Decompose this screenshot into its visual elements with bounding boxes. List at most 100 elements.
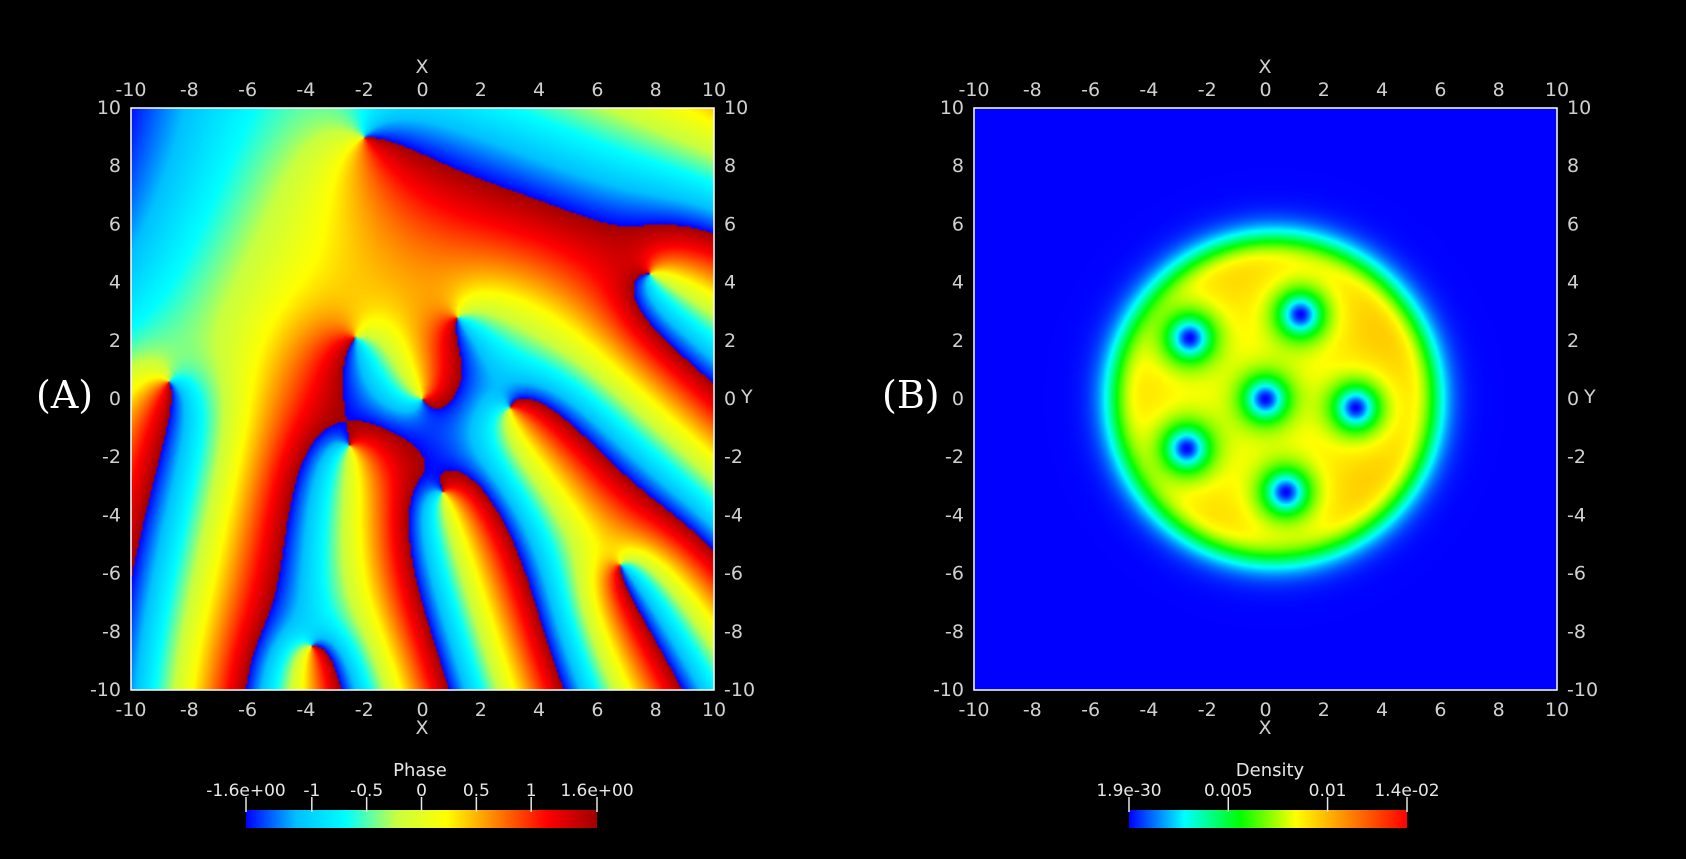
phase-x-tick-bottom: -8 — [180, 699, 199, 721]
phase-y-tick-right: -2 — [724, 446, 743, 468]
panel-b: (B) -10-10-8-8-6-6-4-4-2-200224466881010… — [882, 56, 1598, 828]
density-x-tick-top: -10 — [958, 79, 989, 101]
density-x-tick-top: -4 — [1139, 79, 1158, 101]
density-x-tick-bottom: -8 — [1023, 699, 1042, 721]
density-x-tick-top: -2 — [1198, 79, 1217, 101]
density-y-tick-left: 4 — [952, 272, 964, 294]
density-x-tick-bottom: 0 — [1259, 699, 1271, 721]
phase-x-tick-top: 8 — [650, 79, 662, 101]
density-colorbar-tick-label: 0.01 — [1309, 781, 1347, 801]
phase-y-tick-left: 10 — [97, 97, 121, 119]
phase-y-tick-right: 4 — [724, 272, 736, 294]
phase-y-tick-right: 8 — [724, 155, 736, 177]
density-y-tick-right: -10 — [1567, 679, 1598, 701]
density-x-tick-bottom: 6 — [1434, 699, 1446, 721]
phase-axes: -10-10-8-8-6-6-4-4-2-200224466881010-10-… — [90, 79, 755, 721]
density-x-tick-top: 4 — [1376, 79, 1388, 101]
density-colorbar — [1129, 810, 1407, 828]
phase-y-tick-left: 8 — [109, 155, 121, 177]
density-y-tick-left: -10 — [933, 679, 964, 701]
density-y-tick-right: -6 — [1567, 563, 1586, 585]
density-x-title-top: X — [1258, 56, 1271, 78]
phase-x-tick-bottom: -4 — [296, 699, 315, 721]
density-y-tick-left: 6 — [952, 213, 964, 235]
phase-y-tick-left: -4 — [102, 504, 121, 526]
density-y-tick-right: 10 — [1567, 97, 1591, 119]
phase-x-tick-top: -6 — [238, 79, 257, 101]
density-x-tick-top: 2 — [1318, 79, 1330, 101]
density-colorbar-tick-label: 1.9e-30 — [1096, 781, 1161, 801]
density-x-tick-bottom: 4 — [1376, 699, 1388, 721]
phase-y-title: Y — [740, 386, 753, 408]
phase-y-tick-left: 4 — [109, 272, 121, 294]
density-x-tick-bottom: -6 — [1081, 699, 1100, 721]
phase-x-tick-top: 4 — [533, 79, 545, 101]
density-y-tick-left: -8 — [945, 621, 964, 643]
phase-x-tick-bottom: 4 — [533, 699, 545, 721]
phase-x-tick-bottom: 2 — [475, 699, 487, 721]
phase-x-tick-bottom: -6 — [238, 699, 257, 721]
density-x-tick-bottom: -10 — [958, 699, 989, 721]
phase-y-tick-left: -10 — [90, 679, 121, 701]
phase-x-tick-top: 2 — [475, 79, 487, 101]
density-axes: -10-10-8-8-6-6-4-4-2-200224466881010-10-… — [933, 79, 1598, 721]
phase-y-tick-right: 6 — [724, 213, 736, 235]
density-x-tick-bottom: 8 — [1493, 699, 1505, 721]
phase-x-tick-top: 0 — [416, 79, 428, 101]
phase-x-tick-bottom: 10 — [702, 699, 726, 721]
phase-x-tick-top: 10 — [702, 79, 726, 101]
phase-heatmap — [131, 108, 714, 690]
phase-x-tick-bottom: 0 — [416, 699, 428, 721]
phase-colorbar-tick-label: 1 — [526, 781, 537, 801]
density-y-tick-left: 0 — [952, 388, 964, 410]
density-x-tick-bottom: -2 — [1198, 699, 1217, 721]
phase-x-tick-top: -10 — [115, 79, 146, 101]
phase-y-tick-right: 2 — [724, 330, 736, 352]
density-colorbar-tick-label: 1.4e-02 — [1374, 781, 1439, 801]
density-y-title: Y — [1583, 386, 1596, 408]
phase-x-tick-top: -8 — [180, 79, 199, 101]
phase-y-tick-right: -4 — [724, 504, 743, 526]
phase-y-tick-left: -2 — [102, 446, 121, 468]
density-y-tick-left: 10 — [940, 97, 964, 119]
phase-colorbar-tick-label: -1 — [303, 781, 320, 801]
density-colorbar-tick-label: 0.005 — [1204, 781, 1253, 801]
phase-x-tick-bottom: 6 — [591, 699, 603, 721]
density-x-tick-top: 8 — [1493, 79, 1505, 101]
phase-y-tick-right: 10 — [724, 97, 748, 119]
phase-colorbar-ticks: -1.6e+00 -1 -0.5 0 0.5 1 1.6e+00 — [206, 781, 634, 812]
density-y-tick-right: -2 — [1567, 446, 1586, 468]
density-y-tick-left: 8 — [952, 155, 964, 177]
phase-x-tick-bottom: -2 — [355, 699, 374, 721]
density-y-tick-right: 0 — [1567, 388, 1579, 410]
phase-plot-frame — [130, 107, 715, 691]
density-plot-frame — [973, 107, 1558, 691]
density-y-tick-left: -6 — [945, 563, 964, 585]
phase-x-tick-bottom: -10 — [115, 699, 146, 721]
density-heatmap — [974, 108, 1557, 690]
phase-colorbar-tick-label: 1.6e+00 — [560, 781, 633, 801]
phase-x-title-top: X — [415, 56, 428, 78]
density-y-tick-right: 2 — [1567, 330, 1579, 352]
phase-y-tick-right: -8 — [724, 621, 743, 643]
phase-y-tick-left: 0 — [109, 388, 121, 410]
density-x-tick-top: 6 — [1434, 79, 1446, 101]
density-y-tick-right: -8 — [1567, 621, 1586, 643]
density-colorbar-title: Density — [1236, 760, 1305, 781]
phase-x-tick-top: -2 — [355, 79, 374, 101]
density-x-tick-top: 10 — [1545, 79, 1569, 101]
density-y-tick-left: -4 — [945, 504, 964, 526]
density-x-title-bottom: X — [1258, 717, 1271, 739]
phase-colorbar-tick-label: -1.6e+00 — [206, 781, 286, 801]
phase-y-tick-left: 2 — [109, 330, 121, 352]
panel-label-a: (A) — [36, 373, 93, 417]
phase-y-tick-right: -10 — [724, 679, 755, 701]
density-y-tick-right: -4 — [1567, 504, 1586, 526]
phase-y-tick-left: 6 — [109, 213, 121, 235]
panel-label-b: (B) — [882, 373, 940, 417]
density-colorbar-ticks: 1.9e-30 0.005 0.01 1.4e-02 — [1096, 781, 1440, 812]
phase-y-tick-right: 0 — [724, 388, 736, 410]
phase-x-tick-top: -4 — [296, 79, 315, 101]
phase-y-tick-left: -6 — [102, 563, 121, 585]
